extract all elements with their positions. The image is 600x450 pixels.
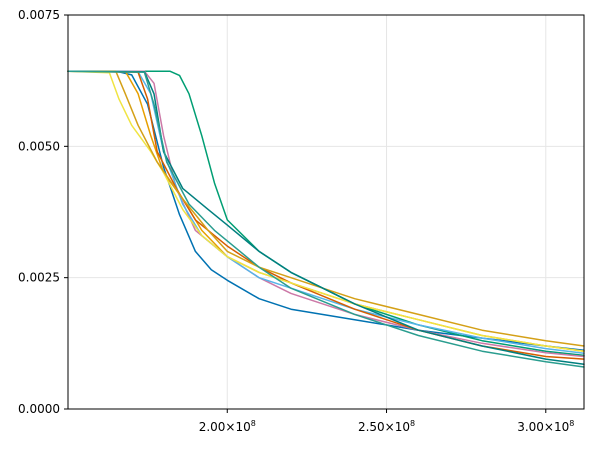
plot-frame (67, 14, 585, 410)
series-line-2 (67, 70, 585, 357)
series-line-1 (67, 70, 585, 351)
series-line-4 (67, 70, 585, 358)
x-axis-ticks: 2.00×108 2.50×108 3.00×108 (199, 409, 574, 434)
y-tick-label: 0.0000 (18, 402, 60, 416)
series-lines (67, 70, 585, 368)
y-tick-label: 0.0025 (18, 271, 60, 285)
x-tick-label: 2.50×108 (358, 419, 415, 434)
series-line-6 (67, 70, 585, 360)
series-line-3 (67, 70, 585, 352)
x-tick-label: 3.00×108 (517, 419, 574, 434)
series-line-9 (67, 70, 585, 366)
series-line-5 (67, 70, 585, 355)
y-tick-label: 0.0075 (18, 8, 60, 22)
y-tick-label: 0.0050 (18, 139, 60, 153)
series-line-7 (67, 70, 585, 352)
series-line-10 (67, 70, 585, 368)
series-line-8 (67, 70, 585, 347)
x-tick-label: 2.00×108 (199, 419, 256, 434)
y-axis-ticks: 0.0000 0.0025 0.0050 0.0075 (18, 8, 68, 416)
